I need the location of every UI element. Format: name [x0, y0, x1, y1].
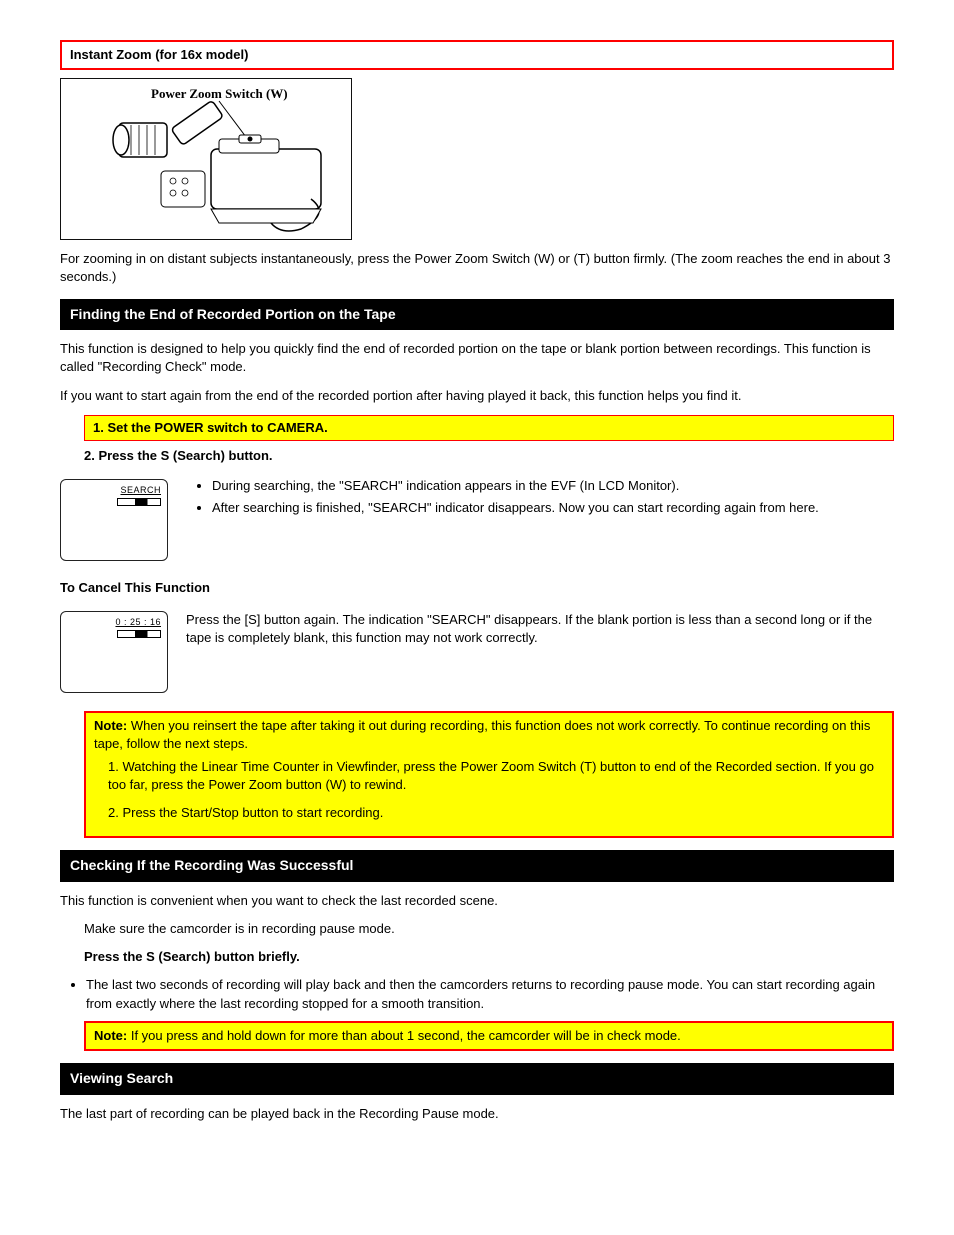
note1-title: Note:	[94, 718, 127, 733]
note2-body: If you press and hold down for more than…	[131, 1028, 681, 1043]
heading-finding-end: Finding the End of Recorded Portion on t…	[60, 299, 894, 331]
step-1-bar: 1. Set the POWER switch to CAMERA.	[84, 415, 894, 441]
note1-body: When you reinsert the tape after taking …	[94, 718, 870, 751]
step-2-row: SEARCH During searching, the "SEARCH" in…	[60, 475, 894, 571]
camera-label: Power Zoom Switch (W)	[151, 85, 288, 103]
note1-step2: 2. Press the Start/Stop button to start …	[108, 804, 884, 822]
cancel-heading: To Cancel This Function	[60, 579, 894, 597]
cancel-body: Press the [S] button again. The indicati…	[186, 611, 894, 647]
checking-desc: This function is convenient when you wan…	[60, 892, 894, 910]
note1-step1: 1. Watching the Linear Time Counter in V…	[108, 758, 884, 794]
finding-end-desc-2: If you want to start again from the end …	[60, 387, 894, 405]
lcd-counter-text: 0 : 25 : 16	[115, 616, 161, 629]
lcd-bar-icon	[117, 498, 161, 506]
title-box: Instant Zoom (for 16x model)	[60, 40, 894, 70]
step-2-points: During searching, the "SEARCH" indicatio…	[186, 475, 894, 523]
page-root: Instant Zoom (for 16x model) Power Zoom …	[0, 0, 954, 1193]
checking-step-b-point: The last two seconds of recording will p…	[86, 976, 894, 1012]
title-text: Instant Zoom (for 16x model)	[70, 47, 248, 62]
note-2-box: Note: If you press and hold down for mor…	[84, 1021, 894, 1051]
cancel-row: 0 : 25 : 16 Press the [S] button again. …	[60, 607, 894, 703]
viewing-search-desc: The last part of recording can be played…	[60, 1105, 894, 1123]
cancel-body-col: Press the [S] button again. The indicati…	[186, 607, 894, 657]
lcd-search-text: SEARCH	[120, 484, 161, 497]
checking-step-b-label: Press the S (Search) button briefly.	[84, 948, 894, 966]
lcd-bar-icon-2	[117, 630, 161, 638]
note2-title: Note:	[94, 1028, 127, 1043]
checking-step-a: Make sure the camcorder is in recording …	[84, 920, 894, 938]
step2-point-1: During searching, the "SEARCH" indicatio…	[212, 477, 894, 495]
finding-end-desc-1: This function is designed to help you qu…	[60, 340, 894, 376]
lcd-counter-box: 0 : 25 : 16	[60, 611, 168, 693]
step-2-label: 2. Press the S (Search) button.	[84, 447, 894, 465]
camera-illustration: Power Zoom Switch (W)	[60, 78, 352, 240]
heading-viewing-search: Viewing Search	[60, 1063, 894, 1095]
step2-point-2: After searching is finished, "SEARCH" in…	[212, 499, 894, 517]
heading-checking-recording: Checking If the Recording Was Successful	[60, 850, 894, 882]
instant-zoom-paragraph: For zooming in on distant subjects insta…	[60, 250, 894, 286]
note-1-box: Note: When you reinsert the tape after t…	[84, 711, 894, 838]
lcd-search-box: SEARCH	[60, 479, 168, 561]
